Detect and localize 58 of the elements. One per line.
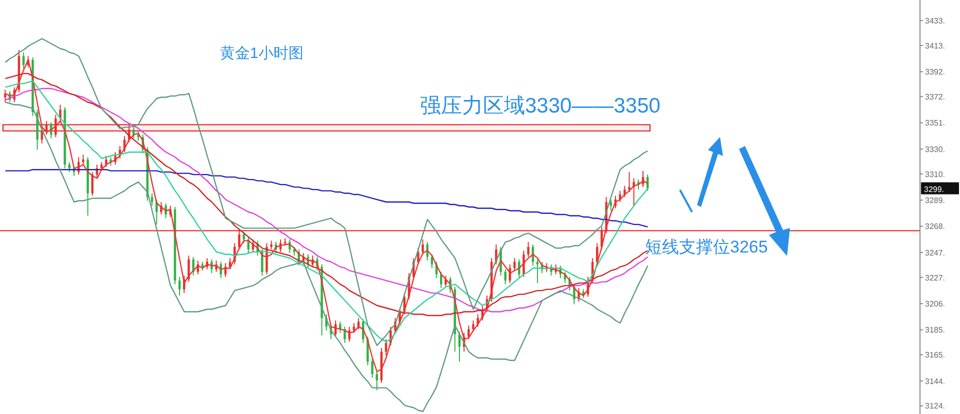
candlestick <box>178 276 181 296</box>
candlestick <box>624 185 626 198</box>
candlestick <box>504 268 506 285</box>
candlestick <box>54 114 57 138</box>
candlestick <box>22 52 25 70</box>
candlestick <box>371 358 374 378</box>
candlestick <box>68 162 71 173</box>
candlestick <box>476 314 479 328</box>
candlestick <box>210 258 213 274</box>
y-tick-label: 3268. <box>925 222 946 232</box>
candlestick <box>59 104 62 123</box>
y-tick-label: 3185. <box>925 326 946 335</box>
candlestick <box>137 130 140 142</box>
candlestick <box>444 275 447 288</box>
candlestick <box>220 261 222 279</box>
candlestick <box>610 199 612 212</box>
y-tick-label: 3433. <box>925 16 946 26</box>
y-tick-label: 3227. <box>925 273 946 282</box>
candlestick <box>82 154 84 166</box>
band-label: 强压力区域3330——3350 <box>420 94 660 118</box>
y-tick-label: 3330. <box>925 144 946 154</box>
candlestick <box>366 336 369 366</box>
candlestick <box>242 231 245 244</box>
y-tick-label: 3413. <box>925 41 946 50</box>
candlestick <box>426 241 428 262</box>
y-tick-label: 3144. <box>925 376 946 386</box>
y-tick-label: 3351. <box>925 118 946 128</box>
y-tick-label: 3310. <box>925 170 946 179</box>
candlestick <box>628 172 630 193</box>
candlestick <box>468 324 470 340</box>
candlestick <box>192 256 194 276</box>
candlestick <box>91 172 94 196</box>
candlestick <box>105 155 108 168</box>
text: 3299. <box>924 184 944 194</box>
candlestick <box>376 371 378 391</box>
candlestick <box>288 238 291 254</box>
candlestick <box>188 255 190 282</box>
y-tick-label: 3247. <box>925 248 946 258</box>
candlestick <box>522 250 525 278</box>
candlestick <box>536 258 539 284</box>
ref-line-label: 短线支撑位3265 <box>645 238 768 257</box>
candlestick <box>422 238 424 255</box>
candlestick <box>417 248 420 265</box>
candlestick <box>344 326 346 344</box>
y-tick-label: 3206. <box>925 299 946 308</box>
text: 黄金1小时图 <box>220 44 304 63</box>
candlestick <box>132 125 135 139</box>
y-tick-label: 3124. <box>925 402 946 411</box>
y-tick-label: 3392. <box>925 68 946 77</box>
candlestick <box>339 321 342 334</box>
y-tick-label: 3289. <box>925 196 946 205</box>
candlestick <box>164 202 167 219</box>
y-tick-label: 3165. <box>925 350 946 360</box>
y-tick-label: 3372. <box>925 92 946 102</box>
candlestick <box>352 322 356 334</box>
candlestick <box>527 241 530 258</box>
candlestick <box>261 248 264 276</box>
candlestick <box>45 120 48 136</box>
